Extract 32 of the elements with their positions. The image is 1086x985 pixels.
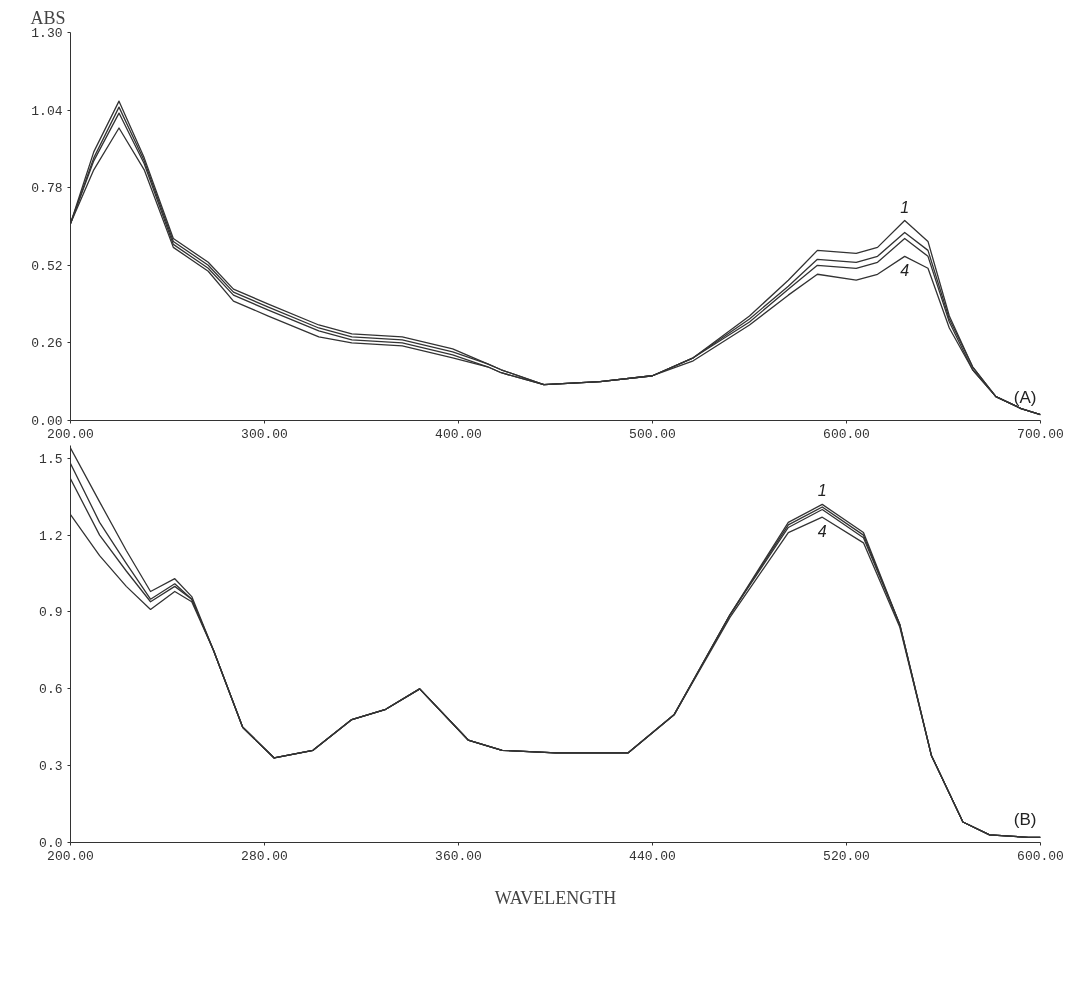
- y-tick-label: 0.0: [39, 836, 63, 851]
- x-tick-label: 200.00: [47, 848, 94, 864]
- annotation: (A): [1013, 387, 1037, 407]
- annotation: 1: [900, 198, 910, 216]
- annotation: 4: [900, 262, 910, 280]
- x-axis-title: WAVELENGTH: [494, 887, 617, 908]
- x-tick-label: 280.00: [241, 848, 288, 864]
- y-tick-label: 1.30: [31, 26, 63, 41]
- y-tick-label: 0.26: [31, 336, 63, 352]
- x-tick-label: 520.00: [823, 848, 870, 864]
- y-tick-label: 1.2: [39, 528, 63, 544]
- x-tick-label: 600.00: [823, 426, 870, 442]
- y-tick-label: 0.52: [31, 258, 63, 274]
- y-tick-label: 0.3: [39, 759, 63, 775]
- y-tick-label: 1.04: [31, 103, 63, 119]
- y-tick-label: 0.9: [39, 605, 63, 621]
- annotation: 4: [817, 523, 827, 541]
- y-axis-title: ABS: [30, 7, 66, 28]
- annotation: 1: [817, 482, 827, 500]
- y-tick-label: 0.6: [39, 682, 63, 698]
- y-tick-label: 0.78: [31, 181, 63, 197]
- x-tick-label: 440.00: [629, 848, 676, 864]
- x-tick-label: 600.00: [1017, 848, 1064, 864]
- x-tick-label: 360.00: [435, 848, 482, 864]
- x-tick-label: 400.00: [435, 426, 482, 442]
- x-tick-label: 700.00: [1017, 426, 1064, 442]
- x-tick-label: 200.00: [47, 426, 94, 442]
- y-tick-label: 0.00: [31, 414, 63, 429]
- y-tick-label: 1.5: [39, 451, 63, 467]
- annotation: (B): [1013, 809, 1037, 829]
- x-tick-label: 300.00: [241, 426, 288, 442]
- x-tick-label: 500.00: [629, 426, 676, 442]
